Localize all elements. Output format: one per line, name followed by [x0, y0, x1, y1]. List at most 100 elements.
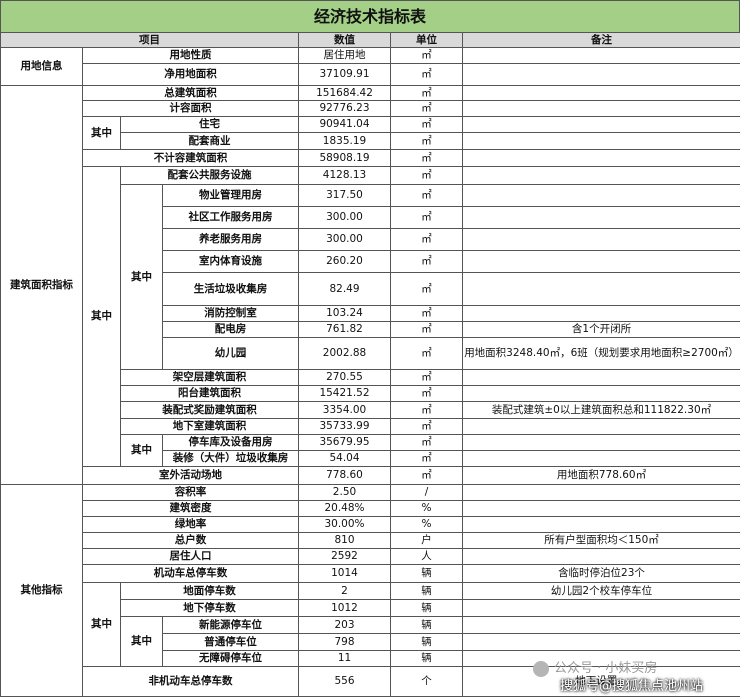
label-cell: 生活垃圾收集房	[162, 272, 299, 306]
table-row: 地下室建筑面积 35733.99 ㎡	[1, 418, 740, 435]
header-cell: 备注	[462, 32, 740, 48]
table-row: 不计容建筑面积 58908.19 ㎡	[1, 149, 740, 167]
label-cell: 其他指标	[0, 484, 83, 697]
unit-cell: ㎡	[390, 434, 463, 451]
value-cell: 2	[298, 582, 391, 600]
value-cell: 54.04	[298, 450, 391, 467]
note-cell	[462, 418, 740, 435]
table-row: 绿地率 30.00%%	[1, 516, 740, 533]
label-cell: 配套公共服务设施	[120, 166, 299, 185]
value-cell: 1012	[298, 599, 391, 617]
table-row: 其中 地面停车数 2 辆幼儿园2个校车停车位	[1, 582, 740, 667]
value-cell: 798	[298, 633, 391, 651]
label-cell: 地面停车数	[120, 582, 299, 600]
note-cell	[462, 385, 740, 402]
table-row: 总户数 810 户所有户型面积均＜150㎡	[1, 532, 740, 549]
table-row: 居住人口 2592 人	[1, 548, 740, 565]
table-row: 养老服务用房 300.00 ㎡	[1, 228, 740, 251]
note-cell	[462, 149, 740, 167]
note-cell	[462, 250, 740, 273]
header-cell: 项目	[0, 32, 299, 48]
note-cell	[462, 63, 740, 86]
value-cell: 1014	[298, 564, 391, 583]
unit-cell: ㎡	[390, 100, 463, 117]
note-cell: 含临时停泊位23个	[462, 564, 740, 583]
label-cell: 幼儿园	[162, 337, 299, 370]
note-cell	[462, 305, 740, 322]
value-cell: 556	[298, 666, 391, 697]
header-cell: 单位	[390, 32, 463, 48]
unit-cell: ㎡	[390, 132, 463, 150]
value-cell: 300.00	[298, 228, 391, 251]
note-cell: 装配式建筑±0以上建筑面积总和111822.30㎡	[462, 401, 740, 419]
label-cell: 非机动车总停车数	[82, 666, 299, 697]
value-cell: 35679.95	[298, 434, 391, 451]
unit-cell: ㎡	[390, 63, 463, 86]
unit-cell: ㎡	[390, 466, 463, 485]
unit-cell: 辆	[390, 633, 463, 651]
unit-cell: 辆	[390, 564, 463, 583]
unit-cell: ㎡	[390, 272, 463, 306]
table-row: 非机动车总停车数 556 个地下设置，	[1, 666, 740, 697]
unit-cell: ㎡	[390, 149, 463, 167]
label-cell: 其中	[82, 582, 121, 667]
value-cell: 37109.91	[298, 63, 391, 86]
value-cell: 2002.88	[298, 337, 391, 370]
value-cell: 1835.19	[298, 132, 391, 150]
label-cell: 室内体育设施	[162, 250, 299, 273]
value-cell: 90941.04	[298, 116, 391, 133]
table-row: 其中 住宅 90941.04 ㎡	[1, 116, 740, 150]
value-cell: 11	[298, 650, 391, 667]
unit-cell: ㎡	[390, 228, 463, 251]
table-row: 普通停车位 798 辆	[1, 633, 740, 651]
unit-cell: 人	[390, 548, 463, 565]
note-cell	[462, 450, 740, 467]
value-cell: 58908.19	[298, 149, 391, 167]
value-cell: 35733.99	[298, 418, 391, 435]
table-row: 机动车总停车数 1014 辆含临时停泊位23个	[1, 564, 740, 583]
note-cell	[462, 132, 740, 150]
value-cell: 317.50	[298, 184, 391, 207]
unit-cell: ㎡	[390, 85, 463, 101]
table-row: 其他指标 容积率 2.50/	[0, 484, 740, 697]
unit-cell: 辆	[390, 616, 463, 634]
value-cell: 4128.13	[298, 166, 391, 185]
label-cell: 装修（大件）垃圾收集房	[162, 450, 299, 467]
value-cell: 82.49	[298, 272, 391, 306]
table-row: 生活垃圾收集房 82.49 ㎡	[1, 272, 740, 306]
label-cell: 机动车总停车数	[82, 564, 299, 583]
unit-cell: ㎡	[390, 166, 463, 185]
table-row: 无障碍停车位 11 辆	[1, 650, 740, 667]
label-cell: 架空层建筑面积	[120, 369, 299, 386]
table-row: 社区工作服务用房 300.00 ㎡	[1, 206, 740, 229]
label-cell: 停车库及设备用房	[162, 434, 299, 451]
table-row: 净用地面积 37109.91 ㎡	[1, 63, 740, 86]
value-cell: 2592	[298, 548, 391, 565]
watermark-icon	[533, 660, 549, 677]
unit-cell: ㎡	[390, 206, 463, 229]
unit-cell: 辆	[390, 582, 463, 600]
label-cell: 净用地面积	[82, 63, 299, 86]
label-cell: 不计容建筑面积	[82, 149, 299, 167]
label-cell: 养老服务用房	[162, 228, 299, 251]
note-cell: 含1个开闭所	[462, 321, 740, 338]
note-cell	[462, 272, 740, 306]
table-row: 其中 新能源停车位 203 辆	[1, 616, 740, 667]
value-cell: 270.55	[298, 369, 391, 386]
label-cell: 其中	[120, 616, 163, 667]
table-row: 建筑面积指标 总建筑面积 151684.42 ㎡	[0, 85, 740, 485]
value-cell: 30.00%	[298, 516, 391, 533]
label-cell: 室外活动场地	[82, 466, 299, 485]
unit-cell: ㎡	[390, 401, 463, 419]
note-cell	[462, 616, 740, 634]
unit-cell: 辆	[390, 650, 463, 667]
unit-cell: ㎡	[390, 337, 463, 370]
unit-cell: ㎡	[390, 321, 463, 338]
header-row: 项目 数值 单位 备注	[0, 32, 740, 48]
unit-cell: ㎡	[390, 250, 463, 273]
note-cell	[462, 206, 740, 229]
